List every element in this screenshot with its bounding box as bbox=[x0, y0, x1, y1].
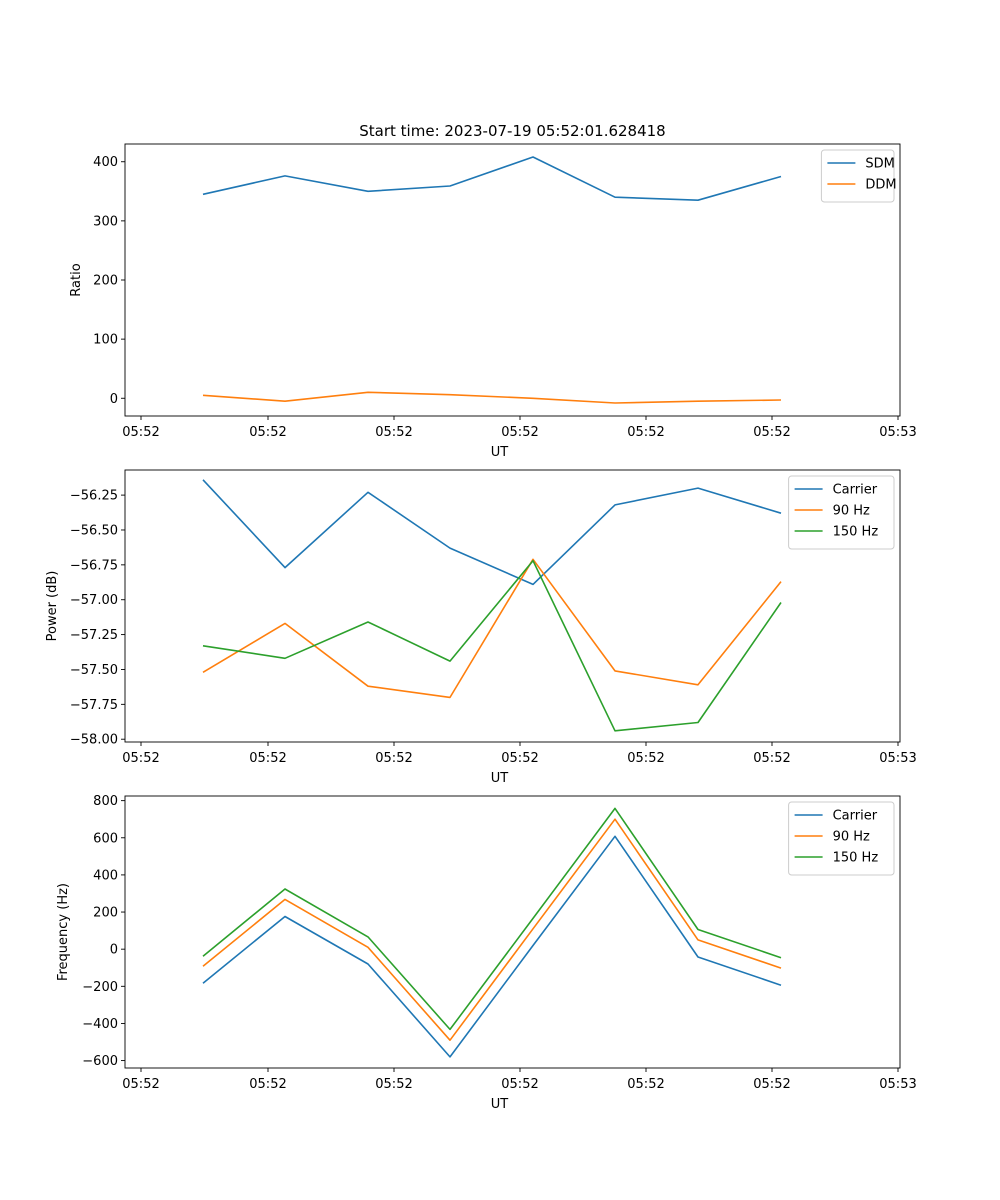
y-tick-label: 400 bbox=[93, 155, 118, 170]
y-tick-label: 0 bbox=[110, 392, 118, 407]
y-tick-label: −58.00 bbox=[70, 733, 118, 748]
x-axis-label: UT bbox=[491, 1097, 509, 1112]
legend-label: Carrier bbox=[833, 483, 878, 498]
axes-frame bbox=[124, 143, 901, 417]
series-line-90-hz bbox=[202, 558, 782, 699]
y-tick-label: 0 bbox=[110, 943, 118, 958]
y-tick-label: −600 bbox=[82, 1054, 118, 1069]
legend-label: 90 Hz bbox=[833, 504, 870, 519]
series-line-carrier bbox=[202, 479, 782, 586]
figure-title: Start time: 2023-07-19 05:52:01.628418 bbox=[359, 122, 665, 140]
chart-panel-1: 0 100 200 300 400 05:52 05:52 05:52 05:52 05:52 05… bbox=[69, 143, 917, 460]
y-tick-label: −57.75 bbox=[70, 698, 118, 713]
series-line-150-hz bbox=[202, 807, 782, 1031]
y-tick-label: −200 bbox=[82, 980, 118, 995]
legend-label: 150 Hz bbox=[833, 851, 879, 866]
x-axis-label: UT bbox=[491, 445, 509, 460]
x-tick-label: 05:52 bbox=[501, 751, 538, 766]
y-axis-label: Ratio bbox=[69, 263, 84, 296]
y-tick-label: 800 bbox=[93, 794, 118, 809]
x-tick-label: 05:52 bbox=[375, 425, 412, 440]
x-tick-label: 05:53 bbox=[879, 1077, 916, 1092]
x-tick-label: 05:52 bbox=[753, 1077, 790, 1092]
y-tick-label: 200 bbox=[93, 274, 118, 289]
x-tick-label: 05:52 bbox=[627, 751, 664, 766]
legend-label: DDM bbox=[865, 178, 896, 193]
legend-label: SDM bbox=[865, 157, 894, 172]
series-line-sdm bbox=[202, 156, 782, 201]
y-tick-label: −56.75 bbox=[70, 558, 118, 573]
legend: Carrier 90 Hz 150 Hz bbox=[788, 475, 895, 550]
x-tick-label: 05:52 bbox=[122, 751, 159, 766]
y-tick-label: −56.25 bbox=[70, 489, 118, 504]
x-tick-label: 05:52 bbox=[249, 425, 286, 440]
y-axis-label: Frequency (Hz) bbox=[56, 883, 71, 981]
chart-panel-3: −600 −400 −200 0 200 400 600 800 05:52 05:52 05:52… bbox=[56, 794, 917, 1112]
x-tick-label: 05:52 bbox=[122, 425, 159, 440]
x-tick-label: 05:52 bbox=[627, 1077, 664, 1092]
y-tick-label: −56.50 bbox=[70, 523, 118, 538]
series-line-150-hz bbox=[202, 559, 782, 732]
x-tick-label: 05:52 bbox=[375, 751, 412, 766]
y-tick-label: −57.00 bbox=[70, 593, 118, 608]
x-tick-label: 05:52 bbox=[753, 751, 790, 766]
panels: 0 100 200 300 400 05:52 05:52 05:52 05:52 05:52 05… bbox=[45, 143, 917, 1112]
x-tick-label: 05:52 bbox=[122, 1077, 159, 1092]
x-tick-label: 05:52 bbox=[753, 425, 790, 440]
legend: Carrier 90 Hz 150 Hz bbox=[788, 801, 895, 876]
y-axis-label: Power (dB) bbox=[45, 571, 60, 642]
x-tick-label: 05:52 bbox=[249, 751, 286, 766]
x-axis-label: UT bbox=[491, 771, 509, 786]
legend-label: 90 Hz bbox=[833, 830, 870, 845]
x-tick-label: 05:53 bbox=[879, 751, 916, 766]
y-tick-label: 200 bbox=[93, 906, 118, 921]
y-tick-label: 100 bbox=[93, 333, 118, 348]
x-tick-label: 05:52 bbox=[375, 1077, 412, 1092]
axes-frame bbox=[124, 469, 901, 743]
y-tick-label: 400 bbox=[93, 868, 118, 883]
y-tick-label: −57.25 bbox=[70, 628, 118, 643]
x-tick-label: 05:52 bbox=[249, 1077, 286, 1092]
series-line-90-hz bbox=[202, 818, 782, 1041]
x-tick-label: 05:52 bbox=[501, 1077, 538, 1092]
chart-panel-2: −58.00 −57.75 −57.50 −57.25 −57.00 −56.75 −56.… bbox=[45, 469, 917, 786]
x-tick-label: 05:52 bbox=[627, 425, 664, 440]
y-tick-label: 300 bbox=[93, 214, 118, 229]
y-tick-label: 600 bbox=[93, 831, 118, 846]
legend-label: Carrier bbox=[833, 809, 878, 824]
series-line-ddm bbox=[202, 391, 782, 404]
legend-label: 150 Hz bbox=[833, 525, 879, 540]
axes-frame bbox=[124, 795, 901, 1069]
y-tick-label: −57.50 bbox=[70, 663, 118, 678]
x-tick-label: 05:52 bbox=[501, 425, 538, 440]
y-tick-label: −400 bbox=[82, 1017, 118, 1032]
x-tick-label: 05:53 bbox=[879, 425, 916, 440]
series-line-carrier bbox=[202, 835, 782, 1058]
legend: SDM DDM bbox=[820, 149, 897, 203]
